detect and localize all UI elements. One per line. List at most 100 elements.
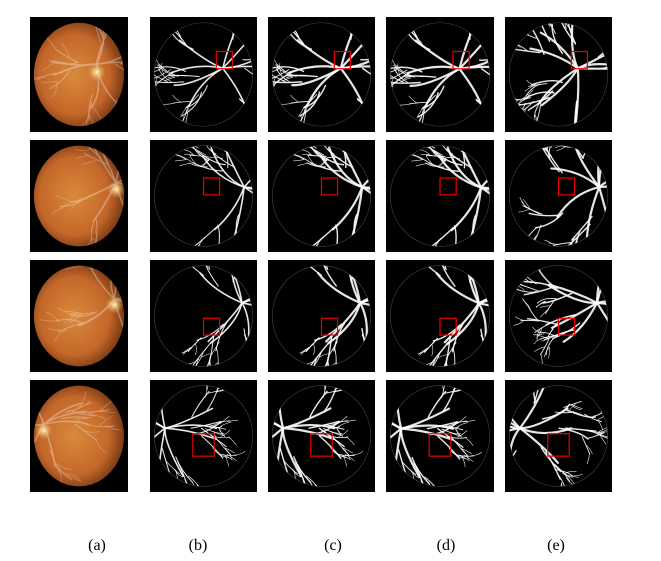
vessel	[68, 192, 96, 203]
vessel	[184, 153, 196, 156]
vessel	[424, 476, 439, 487]
vessel	[155, 507, 156, 518]
vessel	[620, 350, 631, 353]
vessel	[335, 362, 342, 367]
vessel	[313, 498, 314, 509]
vessel	[152, 8, 158, 18]
fov-border	[508, 145, 609, 247]
vessel	[360, 54, 371, 61]
vessel	[567, 0, 568, 15]
vessel	[376, 357, 385, 364]
vessel	[158, 66, 177, 77]
vessel	[627, 303, 652, 321]
vessel	[346, 22, 352, 40]
vessel	[421, 94, 436, 109]
vessel	[443, 302, 480, 344]
vessel	[558, 22, 577, 44]
fundus	[33, 22, 125, 127]
vessel	[424, 492, 427, 503]
vessel	[584, 413, 603, 422]
vessel	[348, 374, 357, 381]
vessel	[509, 450, 517, 481]
vessel	[421, 104, 427, 115]
vessel	[509, 385, 522, 430]
vessel	[193, 351, 204, 367]
vessel	[256, 0, 268, 7]
vessel	[83, 145, 92, 150]
vessel	[299, 145, 317, 149]
vessel	[189, 154, 209, 157]
vessel	[628, 15, 630, 33]
vessel	[134, 57, 150, 60]
vessel	[221, 145, 229, 168]
vessel	[194, 236, 206, 247]
vessel	[228, 436, 237, 446]
vessel	[643, 273, 646, 284]
vessel	[530, 80, 563, 86]
vessel	[478, 0, 484, 1]
vessel	[355, 5, 364, 12]
vessel	[597, 431, 608, 436]
vessel	[200, 265, 211, 270]
vessel	[350, 1, 357, 10]
fov-border	[390, 145, 490, 247]
vessel	[206, 385, 221, 412]
vessel	[401, 136, 412, 138]
fov-border	[153, 145, 254, 247]
vessel	[154, 69, 172, 79]
vessel	[431, 344, 434, 356]
vessel	[15, 361, 19, 387]
vessel	[646, 316, 658, 330]
vessel	[652, 134, 654, 145]
vessel	[377, 357, 384, 366]
vessel	[164, 76, 176, 82]
vessel	[224, 447, 235, 454]
vessel	[283, 460, 299, 475]
vessel	[444, 334, 452, 367]
vessel	[79, 391, 87, 407]
vessel	[430, 253, 440, 257]
vessel	[173, 67, 224, 87]
vessel	[283, 136, 294, 138]
vessel	[272, 404, 285, 430]
vessel	[653, 139, 655, 150]
vessel	[210, 362, 218, 367]
vessel	[83, 430, 100, 433]
vessel	[302, 478, 312, 487]
vessel	[233, 186, 245, 239]
vessel	[498, 360, 500, 371]
vessel	[390, 68, 398, 75]
vessel	[455, 427, 462, 438]
vessel	[201, 360, 211, 367]
vessel	[646, 76, 657, 79]
vessel	[184, 149, 195, 156]
vessel	[195, 498, 196, 509]
vessel	[309, 493, 310, 504]
vessel	[567, 0, 573, 2]
vessel	[390, 81, 421, 84]
vessel	[539, 145, 549, 148]
vessel	[425, 154, 446, 157]
vessel	[644, 63, 654, 68]
vessel	[423, 337, 439, 352]
vessel	[371, 0, 380, 10]
vessel	[358, 0, 366, 2]
vessel	[526, 317, 559, 326]
vessel	[638, 361, 646, 368]
vessel	[630, 69, 648, 74]
vessel	[536, 329, 541, 341]
vessel	[465, 265, 480, 305]
vessel	[317, 272, 362, 304]
vessel	[454, 453, 474, 457]
vessel	[201, 265, 211, 270]
vessel	[400, 77, 412, 82]
vessel	[244, 67, 253, 86]
vessel	[298, 106, 305, 117]
vessel	[530, 7, 534, 17]
vessel	[339, 28, 371, 70]
vessel	[338, 429, 349, 437]
vessel	[361, 153, 371, 189]
segmentation-image	[386, 253, 494, 372]
vessel	[439, 265, 456, 287]
